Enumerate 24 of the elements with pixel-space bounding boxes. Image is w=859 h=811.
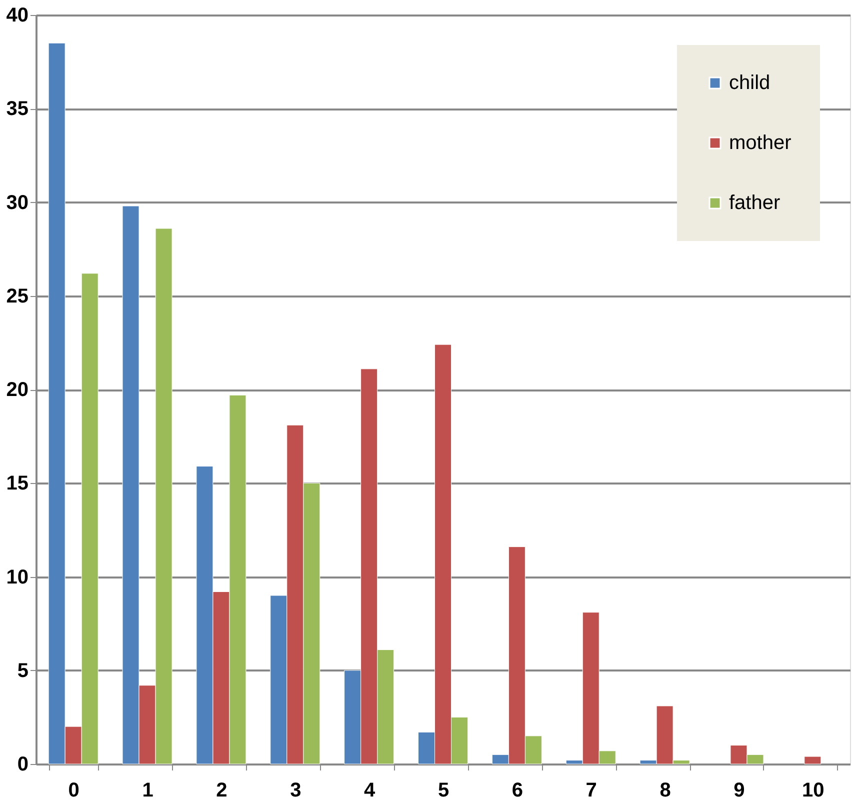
y-tick-label: 40 (6, 4, 28, 26)
x-tick-label: 5 (438, 780, 450, 802)
y-tick-label: 15 (6, 472, 28, 495)
x-tick-label: 2 (216, 780, 228, 802)
x-tick-label: 3 (290, 780, 302, 802)
x-tick-label: 6 (512, 780, 523, 802)
y-tick-label: 30 (6, 192, 28, 214)
y-tick-label: 5 (17, 660, 28, 682)
bar (804, 756, 822, 764)
x-tick-label: 0 (68, 780, 80, 802)
y-tick-label: 35 (6, 98, 28, 120)
x-tick-label: 10 (802, 780, 824, 802)
y-tick-label: 10 (6, 566, 28, 588)
x-tick-label: 4 (364, 780, 376, 802)
x-tick-label: 7 (586, 780, 597, 802)
y-tick-label: 0 (17, 754, 28, 776)
y-tick-label: 20 (6, 379, 28, 401)
y-tick-label: 25 (6, 285, 28, 308)
x-tick-label: 8 (660, 780, 671, 802)
legend-label: mother (729, 132, 792, 154)
legend-label: father (729, 192, 780, 214)
x-tick-label: 9 (734, 780, 745, 802)
x-tick-label: 1 (142, 780, 154, 802)
legend-label: child (729, 72, 770, 94)
